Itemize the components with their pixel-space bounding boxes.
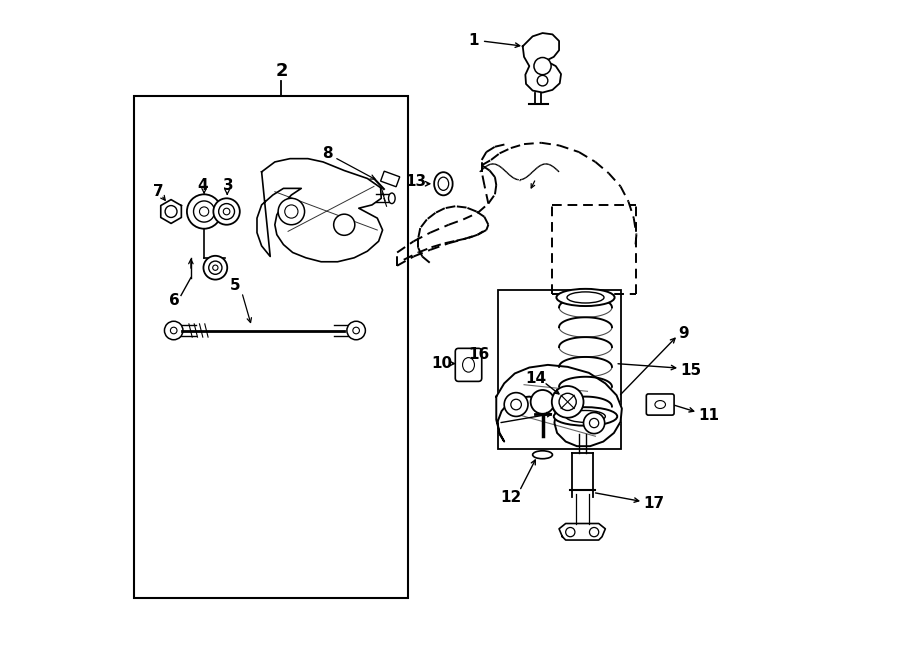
Circle shape bbox=[223, 208, 230, 215]
Polygon shape bbox=[161, 200, 182, 223]
Circle shape bbox=[566, 527, 575, 537]
Ellipse shape bbox=[554, 407, 617, 426]
FancyBboxPatch shape bbox=[646, 394, 674, 415]
Text: 3: 3 bbox=[223, 178, 234, 192]
Text: 10: 10 bbox=[431, 356, 453, 371]
Circle shape bbox=[583, 412, 605, 434]
Circle shape bbox=[165, 321, 183, 340]
Polygon shape bbox=[572, 453, 593, 497]
Circle shape bbox=[194, 201, 215, 222]
Text: 12: 12 bbox=[500, 490, 521, 504]
Polygon shape bbox=[523, 33, 561, 93]
Text: 14: 14 bbox=[526, 371, 546, 385]
Text: 9: 9 bbox=[678, 326, 688, 340]
Text: 4: 4 bbox=[197, 178, 207, 192]
Polygon shape bbox=[576, 494, 589, 524]
Circle shape bbox=[552, 386, 583, 418]
Text: 6: 6 bbox=[169, 293, 180, 308]
Text: 7: 7 bbox=[152, 184, 163, 199]
Text: 17: 17 bbox=[643, 496, 664, 511]
FancyBboxPatch shape bbox=[455, 348, 482, 381]
Bar bbox=[499, 290, 621, 449]
Circle shape bbox=[165, 206, 177, 217]
Circle shape bbox=[209, 261, 222, 274]
Circle shape bbox=[590, 527, 598, 537]
Circle shape bbox=[504, 393, 528, 416]
Text: 1: 1 bbox=[468, 34, 479, 48]
Text: 5: 5 bbox=[230, 278, 240, 293]
Text: 11: 11 bbox=[698, 408, 719, 422]
Circle shape bbox=[559, 393, 576, 410]
Circle shape bbox=[200, 207, 209, 216]
Circle shape bbox=[278, 198, 304, 225]
Text: 8: 8 bbox=[322, 146, 333, 161]
Ellipse shape bbox=[434, 173, 453, 196]
Text: 13: 13 bbox=[405, 174, 427, 188]
Bar bbox=[381, 171, 400, 187]
Text: 16: 16 bbox=[468, 348, 490, 362]
Text: 15: 15 bbox=[680, 363, 701, 377]
Polygon shape bbox=[496, 365, 622, 446]
Circle shape bbox=[203, 256, 227, 280]
Ellipse shape bbox=[533, 451, 553, 459]
Polygon shape bbox=[257, 159, 382, 262]
Circle shape bbox=[531, 390, 554, 414]
Circle shape bbox=[534, 58, 551, 75]
Polygon shape bbox=[559, 524, 606, 540]
Circle shape bbox=[219, 204, 235, 219]
Circle shape bbox=[537, 75, 548, 86]
Text: 2: 2 bbox=[275, 61, 288, 80]
Circle shape bbox=[334, 214, 355, 235]
Ellipse shape bbox=[389, 193, 395, 204]
Circle shape bbox=[346, 321, 365, 340]
Circle shape bbox=[187, 194, 221, 229]
Circle shape bbox=[212, 265, 218, 270]
Ellipse shape bbox=[556, 289, 615, 306]
Circle shape bbox=[213, 198, 239, 225]
Bar bbox=[134, 96, 409, 598]
